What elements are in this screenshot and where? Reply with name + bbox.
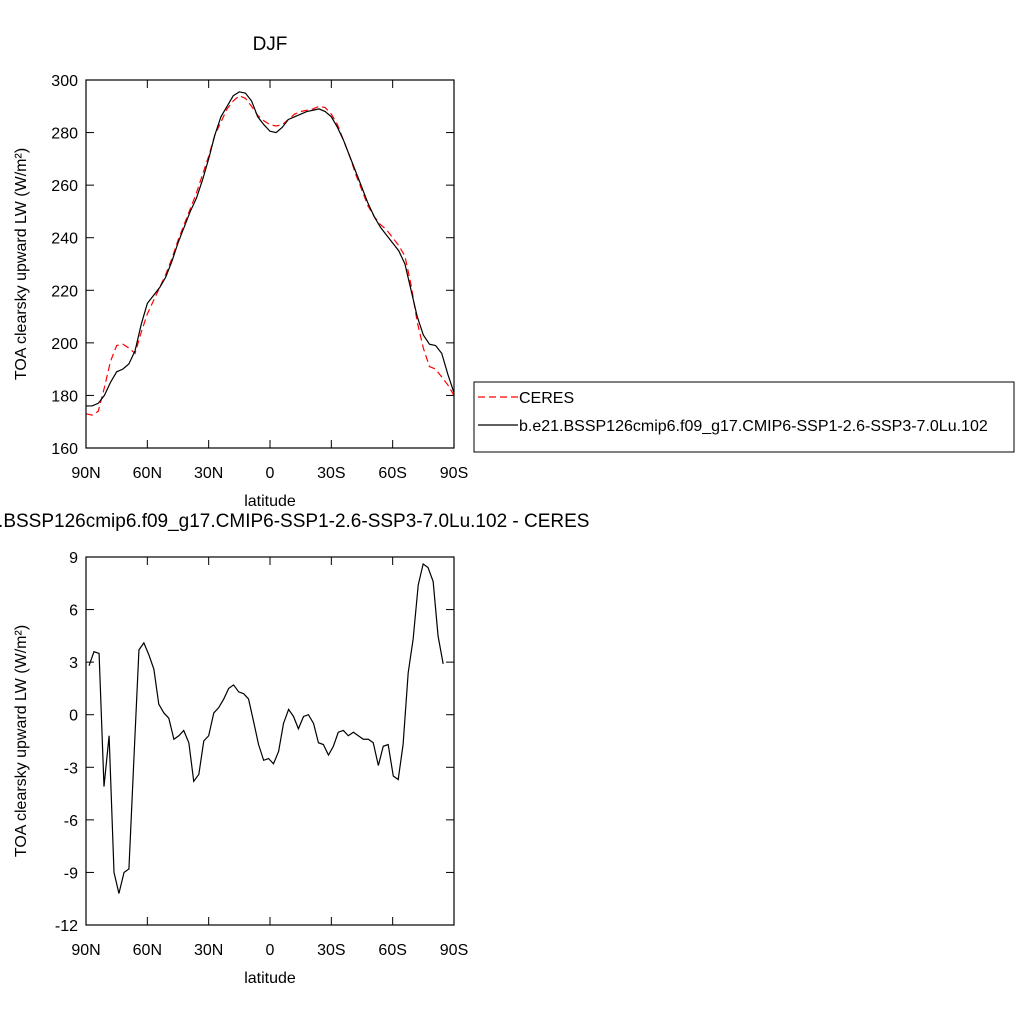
data-line: [86, 91, 455, 407]
x-tick-label: 30N: [194, 942, 223, 959]
x-tick-label: 60S: [378, 942, 406, 959]
x-tick-label: 60N: [133, 942, 162, 959]
y-tick-label: -3: [64, 760, 78, 777]
y-tick-label: -9: [64, 865, 78, 882]
chart-title: b.e21.BSSP126cmip6.f09_g17.CMIP6-SSP1-2.…: [0, 511, 589, 532]
y-tick-label: -6: [64, 813, 78, 830]
y-tick-label: 0: [69, 708, 78, 725]
x-tick-label: 90S: [440, 465, 468, 482]
y-tick-label: 240: [51, 231, 78, 248]
y-tick-label: -12: [55, 918, 78, 935]
y-tick-label: 220: [51, 283, 78, 300]
x-tick-label: 0: [266, 942, 275, 959]
x-axis-label: latitude: [244, 970, 296, 987]
legend-box: [473, 381, 1015, 453]
y-tick-label: 160: [51, 441, 78, 458]
y-tick-label: 9: [69, 550, 78, 567]
y-axis-label: TOA clearsky upward LW (W/m²): [13, 148, 30, 380]
y-tick-label: 200: [51, 336, 78, 353]
y-tick-label: 280: [51, 126, 78, 143]
x-tick-label: 60S: [378, 465, 406, 482]
x-tick-label: 30S: [317, 942, 345, 959]
x-tick-label: 60N: [133, 465, 162, 482]
x-tick-label: 90N: [71, 942, 100, 959]
data-line: [88, 563, 444, 894]
x-tick-label: 30N: [194, 465, 223, 482]
plot-frame: [85, 556, 455, 926]
legend-label: CERES: [519, 390, 574, 407]
y-tick-label: 3: [69, 655, 78, 672]
x-tick-label: 30S: [317, 465, 345, 482]
data-line: [85, 95, 455, 416]
x-tick-label: 0: [266, 465, 275, 482]
x-axis-label: latitude: [244, 493, 296, 510]
y-tick-label: 260: [51, 178, 78, 195]
chart-title: DJF: [253, 34, 288, 55]
plot-frame: [85, 79, 455, 449]
legend-label: b.e21.BSSP126cmip6.f09_g17.CMIP6-SSP1-2.…: [519, 418, 988, 435]
y-tick-label: 300: [51, 73, 78, 90]
y-tick-label: 6: [69, 603, 78, 620]
y-axis-label: TOA clearsky upward LW (W/m²): [13, 625, 30, 857]
x-tick-label: 90S: [440, 942, 468, 959]
x-tick-label: 90N: [71, 465, 100, 482]
y-tick-label: 180: [51, 388, 78, 405]
